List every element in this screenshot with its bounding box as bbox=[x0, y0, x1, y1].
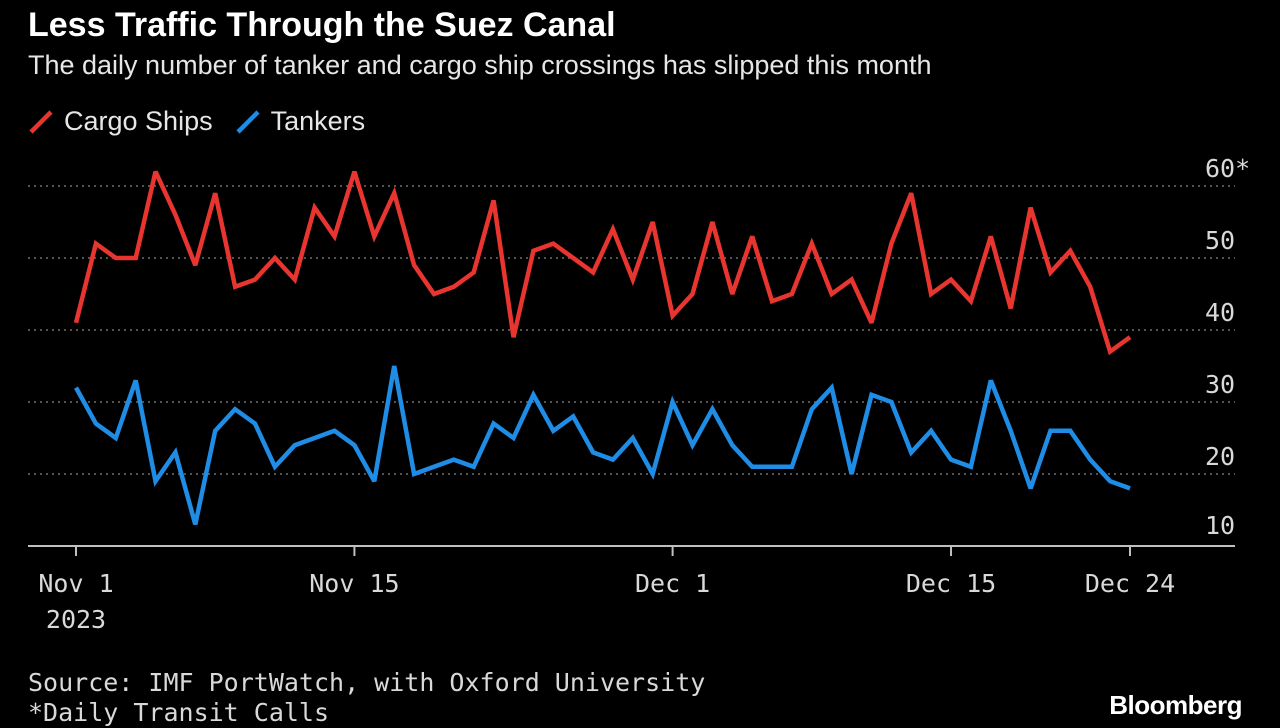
source-note: Source: IMF PortWatch, with Oxford Unive… bbox=[28, 668, 706, 697]
legend-item-cargo-ships: Cargo Ships bbox=[28, 106, 213, 137]
legend-label-cargo-ships: Cargo Ships bbox=[64, 106, 213, 136]
x-tick-label-dec-15: Dec 15 bbox=[906, 569, 996, 598]
x-tick-sublabel-2023: 2023 bbox=[46, 605, 106, 634]
chart-title: Less Traffic Through the Suez Canal bbox=[28, 6, 616, 44]
y-tick-label-20: 20 bbox=[1205, 442, 1235, 471]
y-tick-label-10: 10 bbox=[1205, 511, 1235, 540]
x-tick-label-dec-24: Dec 24 bbox=[1085, 569, 1175, 598]
legend-label-tankers: Tankers bbox=[270, 106, 366, 136]
footer: Source: IMF PortWatch, with Oxford Unive… bbox=[28, 668, 705, 728]
x-tick-label-nov-15: Nov 15 bbox=[309, 569, 399, 598]
y-tick-label-60: 60* bbox=[1205, 154, 1250, 183]
bloomberg-logo: Bloomberg bbox=[1109, 690, 1242, 720]
y-tick-label-40: 40 bbox=[1205, 298, 1235, 327]
legend-swatch-cargo-ships bbox=[29, 109, 53, 134]
series-lines bbox=[73, 170, 1132, 525]
chart-subtitle: The daily number of tanker and cargo shi… bbox=[28, 50, 932, 80]
legend-swatch-tankers bbox=[236, 109, 260, 134]
x-tick-label-nov-1: Nov 1 bbox=[38, 569, 113, 598]
footnote: *Daily Transit Calls bbox=[28, 698, 330, 727]
legend: Cargo Ships Tankers bbox=[28, 106, 365, 137]
legend-item-tankers: Tankers bbox=[235, 106, 366, 137]
y-tick-label-50: 50 bbox=[1205, 226, 1235, 255]
x-tick-label-dec-1: Dec 1 bbox=[635, 569, 710, 598]
y-tick-label-30: 30 bbox=[1205, 370, 1235, 399]
series-line-cargo-ships bbox=[73, 170, 1132, 356]
x-axis-labels: Nov 1 2023 Nov 15 Dec 1 Dec 15 Dec 24 bbox=[38, 569, 1175, 634]
legend-swatch-line-tankers bbox=[236, 109, 260, 134]
x-axis bbox=[28, 545, 1235, 556]
y-axis-labels: 10 20 30 40 50 60* bbox=[1205, 154, 1250, 540]
series-line-tankers bbox=[74, 365, 1131, 525]
legend-swatch-line-cargo-ships bbox=[29, 109, 53, 134]
